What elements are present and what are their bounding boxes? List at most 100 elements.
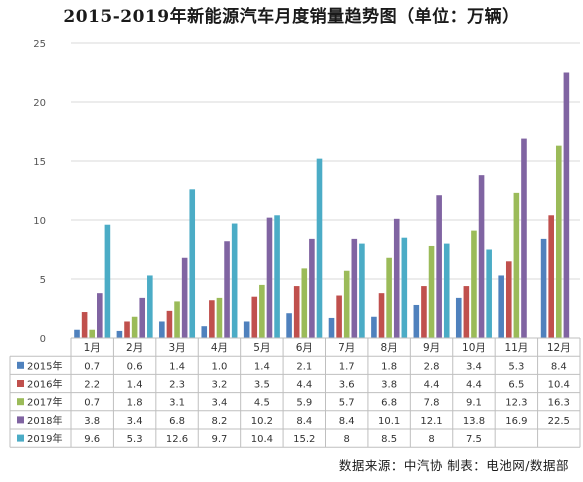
x-tick-label: 6月: [296, 342, 313, 354]
data-label: 12.1: [420, 416, 442, 427]
x-tick-label: 5月: [253, 342, 270, 354]
y-tick-label: 15: [33, 157, 46, 168]
data-label: 9.7: [212, 434, 228, 445]
bar-2015年-8月: [371, 316, 377, 338]
legend-swatch-2019年: [17, 434, 24, 442]
data-table: 1月 2月 3月 4月 5月 6月 7月 8月 9月 10月 11月 12月 2015年 0.7 0.6 1.…: [9, 337, 581, 448]
legend-swatch-2018年: [17, 416, 24, 424]
legend-label: 2018年: [27, 414, 62, 427]
x-tick-label: 3月: [168, 342, 185, 354]
data-label: 3.4: [466, 361, 482, 372]
bar-2018年-12月: [563, 72, 570, 338]
data-label: 4.5: [254, 398, 270, 409]
data-label: 2.3: [169, 380, 185, 391]
bar-2019年-2月: [147, 275, 153, 338]
data-label: 1.8: [127, 398, 143, 409]
data-label: 16.9: [505, 416, 527, 427]
bar-2016年-11月: [505, 261, 512, 338]
bar-2016年-8月: [378, 293, 385, 338]
data-label: 12.3: [505, 398, 527, 409]
data-label: 9.6: [84, 434, 100, 445]
x-tick-label: 9月: [423, 342, 440, 354]
bar-2018年-9月: [436, 195, 442, 338]
x-tick-label: 2月: [126, 342, 143, 354]
chart-title: 2015-2019年新能源汽车月度销量趋势图（单位：万辆）: [63, 7, 520, 27]
bar-2019年-5月: [274, 215, 280, 338]
bar-2015年-9月: [413, 304, 420, 338]
data-label: 6.5: [508, 380, 524, 391]
y-tick-label: 0: [40, 334, 46, 345]
data-label: 6.8: [381, 398, 397, 409]
y-tick-label: 20: [33, 98, 46, 109]
data-label: 12.6: [166, 434, 188, 445]
data-label: 8.4: [339, 416, 355, 427]
data-label: 5.3: [508, 361, 524, 372]
bar-2017年-6月: [301, 268, 308, 338]
data-label: 1.4: [169, 361, 185, 372]
data-label: 2.1: [296, 361, 312, 372]
y-tick-label: 25: [33, 39, 46, 50]
bar-2016年-4月: [209, 300, 215, 338]
bar-2015年-5月: [243, 321, 250, 338]
x-tick-label: 7月: [338, 342, 355, 354]
data-label: 3.5: [254, 380, 270, 391]
y-tick-label: 10: [33, 216, 46, 227]
bar-2017年-9月: [428, 245, 435, 338]
data-label: 0.7: [84, 361, 100, 372]
bar-2018年-7月: [351, 238, 358, 338]
bar-2019年-7月: [359, 243, 365, 338]
bar-2016年-7月: [336, 295, 342, 338]
bar-2015年-7月: [328, 317, 335, 338]
bar-2018年-2月: [139, 297, 146, 338]
bar-2017年-8月: [386, 257, 392, 338]
data-label: 1.0: [212, 361, 228, 372]
data-label: 3.2: [212, 380, 228, 391]
bar-2018年-4月: [224, 241, 230, 338]
bar-2017年-1月: [89, 329, 96, 338]
data-label: 5.9: [296, 398, 312, 409]
data-label: 8.2: [212, 416, 228, 427]
data-label: 5.3: [127, 434, 143, 445]
x-tick-label: 12月: [547, 342, 571, 354]
bar-2016年-1月: [81, 312, 88, 338]
bar-2017年-3月: [174, 301, 180, 338]
bar-2016年-6月: [293, 286, 300, 338]
data-label: 1.7: [339, 361, 355, 372]
data-label: 4.4: [296, 380, 312, 391]
bars: [74, 72, 570, 338]
legend-swatch-2017年: [17, 398, 24, 406]
data-label: 6.8: [169, 416, 185, 427]
bar-2017年-10月: [471, 230, 477, 338]
data-label: 3.1: [169, 398, 185, 409]
data-label: 3.8: [84, 416, 100, 427]
data-label: 10.4: [548, 380, 570, 391]
data-label: 8: [344, 434, 350, 445]
bar-2015年-11月: [498, 275, 504, 338]
legend-label: 2019年: [27, 432, 62, 445]
bar-2018年-3月: [181, 257, 188, 338]
x-tick-label: 4月: [211, 342, 228, 354]
data-label: 3.4: [212, 398, 228, 409]
bar-2017年-5月: [259, 284, 265, 338]
bar-2016年-3月: [166, 310, 173, 338]
data-label: 10.4: [251, 434, 273, 445]
bar-2017年-2月: [131, 316, 138, 338]
bar-2015年-4月: [201, 326, 208, 338]
x-tick-label: 11月: [504, 342, 528, 354]
data-label: 15.2: [293, 434, 315, 445]
data-label: 5.7: [339, 398, 355, 409]
bar-2018年-11月: [521, 138, 527, 338]
data-label: 1.4: [254, 361, 270, 372]
data-label: 2.2: [84, 380, 100, 391]
data-label: 4.4: [466, 380, 482, 391]
legend-label: 2016年: [27, 378, 62, 391]
bar-2018年-8月: [393, 218, 400, 338]
y-axis-ticks: 0 5 10 15 20 25: [33, 39, 46, 345]
data-label: 10.2: [251, 416, 273, 427]
bar-2015年-1月: [74, 329, 80, 338]
data-label: 3.8: [381, 380, 397, 391]
data-label: 3.4: [127, 416, 143, 427]
bar-2016年-5月: [251, 296, 258, 338]
bar-2017年-7月: [343, 270, 350, 338]
